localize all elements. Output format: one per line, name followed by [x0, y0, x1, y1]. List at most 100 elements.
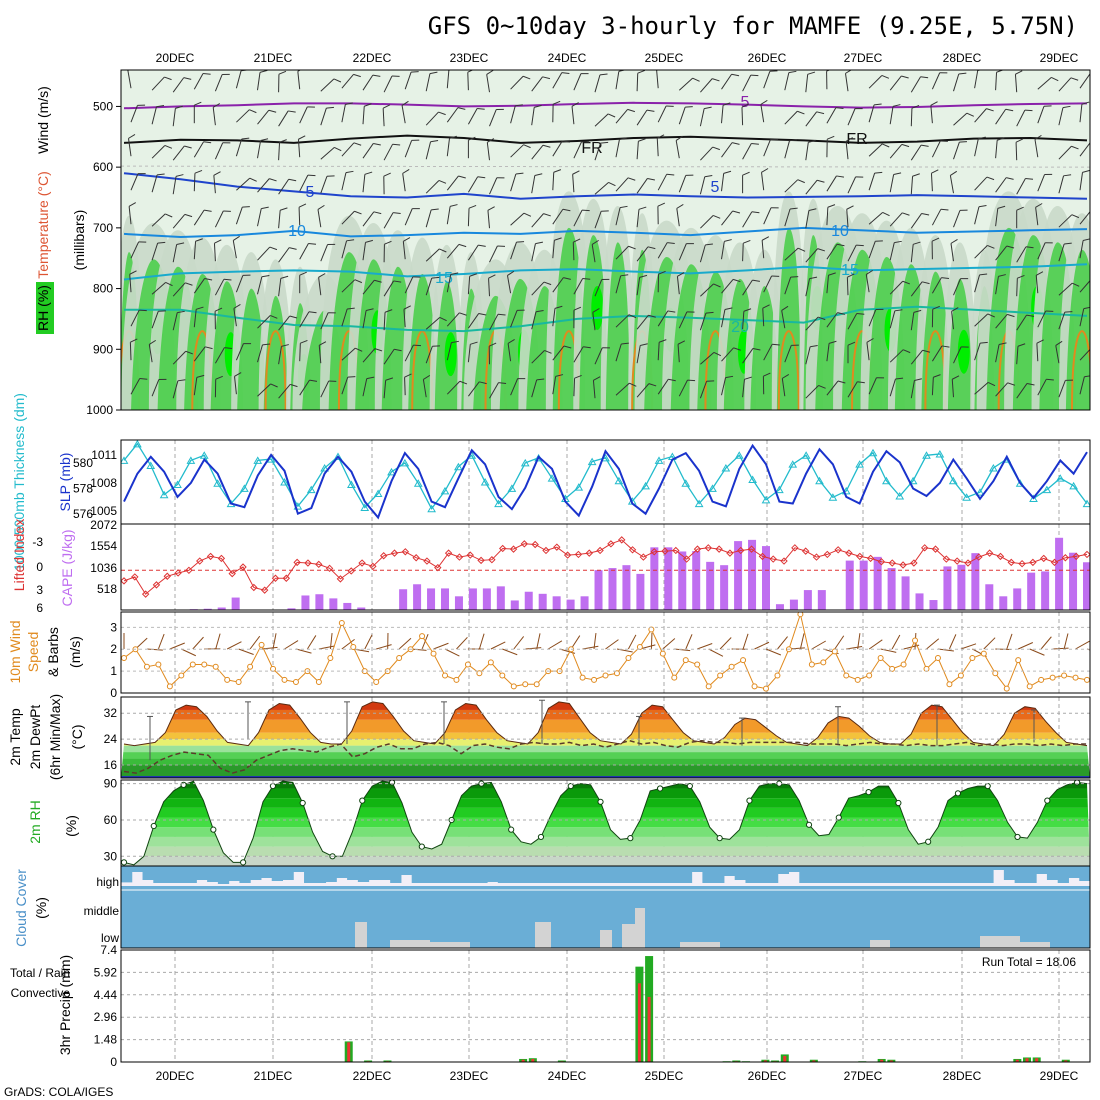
rh-marker: [1073, 780, 1081, 786]
cape-bar: [622, 565, 631, 610]
wind-barb: [995, 108, 1014, 125]
wind-barb-shaft: [742, 243, 744, 262]
wind-barb-shaft: [721, 309, 726, 328]
wind-barb-shaft: [953, 142, 960, 160]
wind-ylabel-3: & Barbs: [45, 627, 61, 677]
wind-barb-shaft: [506, 275, 512, 294]
wind-barb-shaft: [615, 207, 621, 226]
li-marker: [250, 583, 258, 592]
li-marker: [1083, 550, 1090, 559]
cloud-low-bar: [1020, 942, 1050, 948]
wind-barb-shaft: [130, 309, 140, 327]
surface-wind-barb-shaft: [605, 639, 619, 650]
surface-wind-barb: [433, 642, 449, 650]
wind-barb-shaft: [383, 212, 394, 229]
wind-barb-flag: [997, 137, 1005, 141]
cape-bar: [957, 564, 966, 610]
y-tick-label: 700: [93, 221, 113, 235]
wind-barb-shaft: [573, 141, 582, 159]
wind-barb-shaft: [130, 241, 140, 259]
thickness-marker: [922, 451, 931, 459]
wind-barb-flag: [687, 379, 696, 382]
wind-barb-shaft: [805, 142, 809, 161]
wind-barb-flag: [809, 276, 818, 280]
wind-barb-flag: [602, 347, 610, 349]
wind-barb: [573, 141, 590, 159]
wind-barb-flag: [762, 304, 770, 309]
surface-wind-barb-shaft: [157, 633, 165, 650]
wind-barb-flag: [129, 270, 137, 275]
thickness-marker: [306, 485, 316, 494]
cloud-high-bar: [325, 866, 337, 882]
wind-barb-flag: [138, 173, 146, 175]
wind-barb-shaft: [868, 172, 876, 191]
wind-barb-flag: [205, 346, 213, 350]
cape-bar: [845, 560, 854, 610]
wind-barb: [636, 177, 655, 194]
wind-barb: [362, 279, 382, 295]
wind-barb-shaft: [193, 377, 198, 396]
wind-barb-shaft: [995, 108, 1007, 125]
wind-speed-marker: [235, 679, 242, 686]
wind-barb-shaft: [805, 248, 818, 263]
surface-wind-barb-shaft: [181, 648, 197, 657]
cape-bar: [343, 602, 352, 610]
wind-barb: [531, 281, 552, 296]
wind-barb-flag: [176, 242, 185, 246]
wind-barb-shaft: [489, 109, 497, 127]
wind-barb-flag: [875, 308, 884, 311]
wind-barb-shaft: [974, 138, 979, 157]
wind-barb: [721, 375, 734, 396]
wind-speed-marker: [121, 654, 127, 661]
wind-barb: [341, 170, 354, 191]
wind-barb-flag: [866, 269, 873, 275]
wind-barb: [531, 144, 551, 160]
wind-barb-flag: [270, 383, 278, 388]
wind-barb-flag: [477, 107, 485, 110]
wind-barb: [1035, 271, 1044, 294]
wind-barb-shaft: [404, 377, 406, 396]
wind-barb-shaft: [657, 310, 669, 327]
wind-barb: [446, 107, 466, 123]
wind-barb-flag: [384, 240, 392, 245]
wind-barb: [401, 100, 409, 124]
wind-barb: [700, 351, 722, 365]
wind-barb-shaft: [763, 275, 773, 293]
wind-barb: [742, 376, 752, 398]
wind-barb-flag: [467, 70, 475, 73]
li-marker: [1029, 558, 1037, 567]
wind-barb-shaft: [700, 146, 714, 161]
wind-barb: [425, 180, 447, 194]
wind-barb: [931, 237, 940, 260]
wind-barb-flag: [922, 349, 931, 353]
wind-barb-shaft: [847, 313, 858, 330]
wind-barb-shaft: [425, 209, 432, 228]
wind-barb: [236, 177, 257, 191]
wind-barb-shaft: [193, 241, 197, 260]
wind-barb-flag: [496, 177, 505, 179]
wind-barb-shaft: [974, 245, 988, 259]
cloud-high-bar: [164, 866, 176, 883]
wind-barb: [1079, 141, 1090, 157]
wind-barb: [677, 340, 686, 363]
cloud-high-bar: [745, 866, 757, 883]
wind-barb: [699, 106, 712, 127]
temp-band: [121, 739, 1090, 746]
precip-convective-bar: [531, 1058, 535, 1062]
wind-barb-shaft: [615, 382, 630, 396]
thickness-marker: [654, 456, 664, 464]
wind-barb: [507, 339, 515, 362]
wind-barb-flag: [469, 273, 478, 277]
wind-barb-shaft: [636, 314, 649, 330]
wind-barb-flag: [751, 142, 759, 145]
surface-wind-barb: [318, 645, 335, 650]
rh-marker: [240, 859, 247, 866]
wind-barb-shaft: [151, 145, 166, 159]
wind-barb: [931, 140, 948, 158]
wind-barb-flag: [751, 211, 760, 214]
wind-barb: [488, 274, 496, 297]
wind-barb: [910, 104, 920, 127]
wind-barb-shaft: [510, 75, 524, 90]
wind-barb: [763, 207, 779, 225]
